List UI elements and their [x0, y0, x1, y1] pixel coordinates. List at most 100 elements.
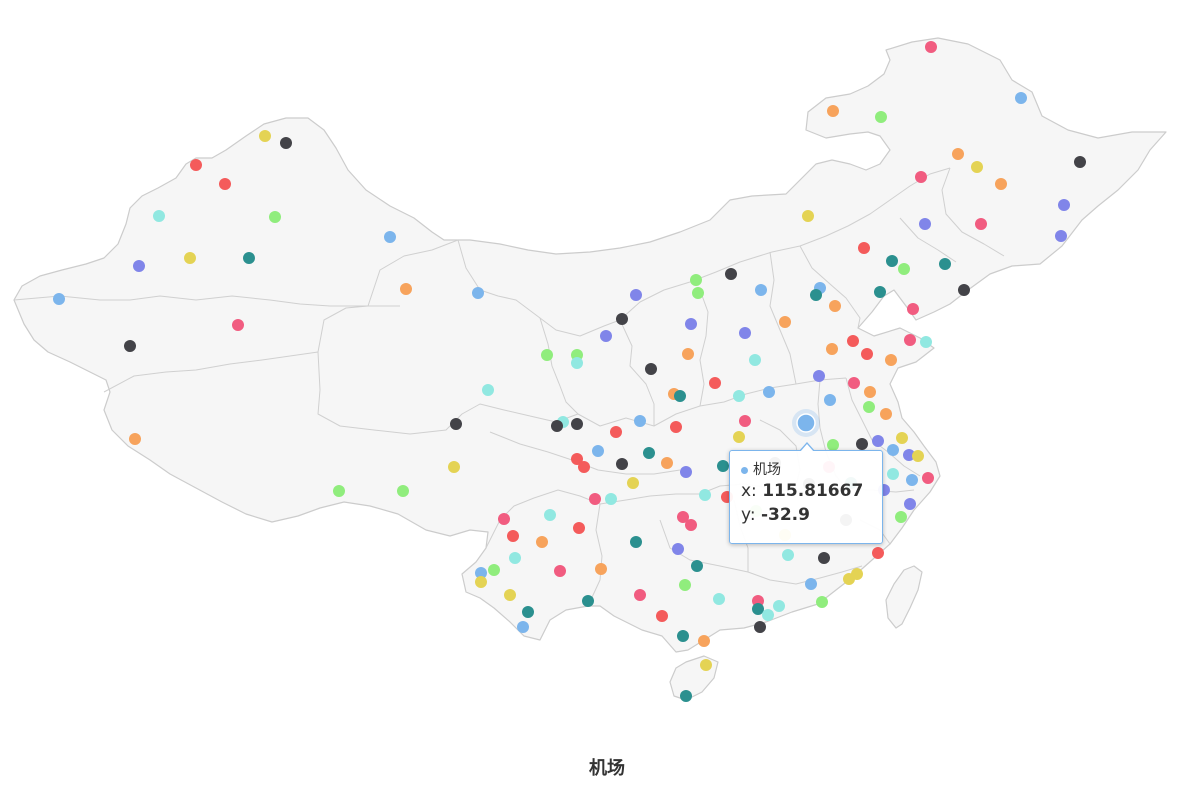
airport-marker[interactable] — [864, 386, 876, 398]
airport-marker[interactable] — [805, 578, 817, 590]
airport-marker[interactable] — [907, 303, 919, 315]
airport-marker[interactable] — [975, 218, 987, 230]
airport-marker[interactable] — [674, 390, 686, 402]
airport-marker[interactable] — [773, 600, 785, 612]
airport-marker[interactable] — [915, 171, 927, 183]
airport-marker[interactable] — [717, 460, 729, 472]
airport-marker[interactable] — [682, 348, 694, 360]
airport-marker[interactable] — [610, 426, 622, 438]
airport-marker[interactable] — [677, 511, 689, 523]
airport-marker[interactable] — [904, 498, 916, 510]
airport-marker[interactable] — [816, 596, 828, 608]
airport-marker[interactable] — [630, 536, 642, 548]
airport-marker[interactable] — [863, 401, 875, 413]
airport-marker[interactable] — [582, 595, 594, 607]
airport-marker[interactable] — [450, 418, 462, 430]
airport-marker[interactable] — [952, 148, 964, 160]
airport-marker[interactable] — [912, 450, 924, 462]
airport-marker[interactable] — [906, 474, 918, 486]
airport-marker[interactable] — [826, 343, 838, 355]
airport-marker[interactable] — [698, 635, 710, 647]
airport-marker[interactable] — [887, 444, 899, 456]
airport-marker[interactable] — [541, 349, 553, 361]
airport-marker[interactable] — [280, 137, 292, 149]
airport-marker[interactable] — [627, 477, 639, 489]
airport-marker[interactable] — [482, 384, 494, 396]
airport-marker[interactable] — [880, 408, 892, 420]
airport-marker[interactable] — [691, 560, 703, 572]
airport-marker[interactable] — [243, 252, 255, 264]
airport-marker[interactable] — [749, 354, 761, 366]
airport-marker[interactable] — [571, 453, 583, 465]
airport-marker[interactable] — [699, 489, 711, 501]
airport-marker[interactable] — [153, 210, 165, 222]
airport-marker[interactable] — [895, 511, 907, 523]
highlighted-airport-marker[interactable] — [792, 409, 820, 437]
airport-marker[interactable] — [475, 567, 487, 579]
airport-marker[interactable] — [762, 609, 774, 621]
airport-marker[interactable] — [507, 530, 519, 542]
airport-marker[interactable] — [661, 457, 673, 469]
airport-marker[interactable] — [616, 458, 628, 470]
airport-marker[interactable] — [920, 336, 932, 348]
airport-marker[interactable] — [829, 300, 841, 312]
airport-marker[interactable] — [269, 211, 281, 223]
airport-marker[interactable] — [755, 284, 767, 296]
airport-marker[interactable] — [488, 564, 500, 576]
airport-marker[interactable] — [573, 522, 585, 534]
airport-marker[interactable] — [554, 565, 566, 577]
airport-marker[interactable] — [827, 439, 839, 451]
airport-marker[interactable] — [690, 274, 702, 286]
airport-marker[interactable] — [472, 287, 484, 299]
airport-marker[interactable] — [971, 161, 983, 173]
airport-marker[interactable] — [700, 659, 712, 671]
airport-marker[interactable] — [739, 327, 751, 339]
airport-marker[interactable] — [919, 218, 931, 230]
airport-marker[interactable] — [925, 41, 937, 53]
airport-marker[interactable] — [190, 159, 202, 171]
airport-marker[interactable] — [536, 536, 548, 548]
airport-marker[interactable] — [53, 293, 65, 305]
airport-marker[interactable] — [124, 340, 136, 352]
airport-marker[interactable] — [544, 509, 556, 521]
airport-marker[interactable] — [847, 335, 859, 347]
airport-marker[interactable] — [259, 130, 271, 142]
airport-marker[interactable] — [571, 357, 583, 369]
airport-marker[interactable] — [818, 552, 830, 564]
airport-marker[interactable] — [670, 421, 682, 433]
airport-marker[interactable] — [630, 289, 642, 301]
airport-marker[interactable] — [763, 386, 775, 398]
airport-marker[interactable] — [448, 461, 460, 473]
airport-marker[interactable] — [958, 284, 970, 296]
airport-marker[interactable] — [522, 606, 534, 618]
airport-marker[interactable] — [856, 438, 868, 450]
airport-marker[interactable] — [782, 549, 794, 561]
airport-marker[interactable] — [595, 563, 607, 575]
airport-marker[interactable] — [475, 576, 487, 588]
airport-marker[interactable] — [861, 348, 873, 360]
airport-marker[interactable] — [504, 589, 516, 601]
airport-marker[interactable] — [995, 178, 1007, 190]
airport-marker[interactable] — [874, 286, 886, 298]
airport-marker[interactable] — [384, 231, 396, 243]
airport-markers[interactable] — [53, 41, 1086, 702]
airport-marker[interactable] — [922, 472, 934, 484]
airport-marker[interactable] — [184, 252, 196, 264]
airport-marker[interactable] — [129, 433, 141, 445]
airport-marker[interactable] — [713, 593, 725, 605]
airport-marker[interactable] — [725, 268, 737, 280]
airport-marker[interactable] — [685, 519, 697, 531]
airport-marker[interactable] — [498, 513, 510, 525]
airport-marker[interactable] — [656, 610, 668, 622]
airport-marker[interactable] — [589, 493, 601, 505]
airport-marker[interactable] — [634, 589, 646, 601]
airport-marker[interactable] — [843, 573, 855, 585]
airport-marker[interactable] — [133, 260, 145, 272]
airport-marker[interactable] — [848, 377, 860, 389]
airport-marker[interactable] — [824, 394, 836, 406]
airport-marker[interactable] — [397, 485, 409, 497]
airport-marker[interactable] — [232, 319, 244, 331]
airport-marker[interactable] — [885, 354, 897, 366]
airport-marker[interactable] — [779, 316, 791, 328]
